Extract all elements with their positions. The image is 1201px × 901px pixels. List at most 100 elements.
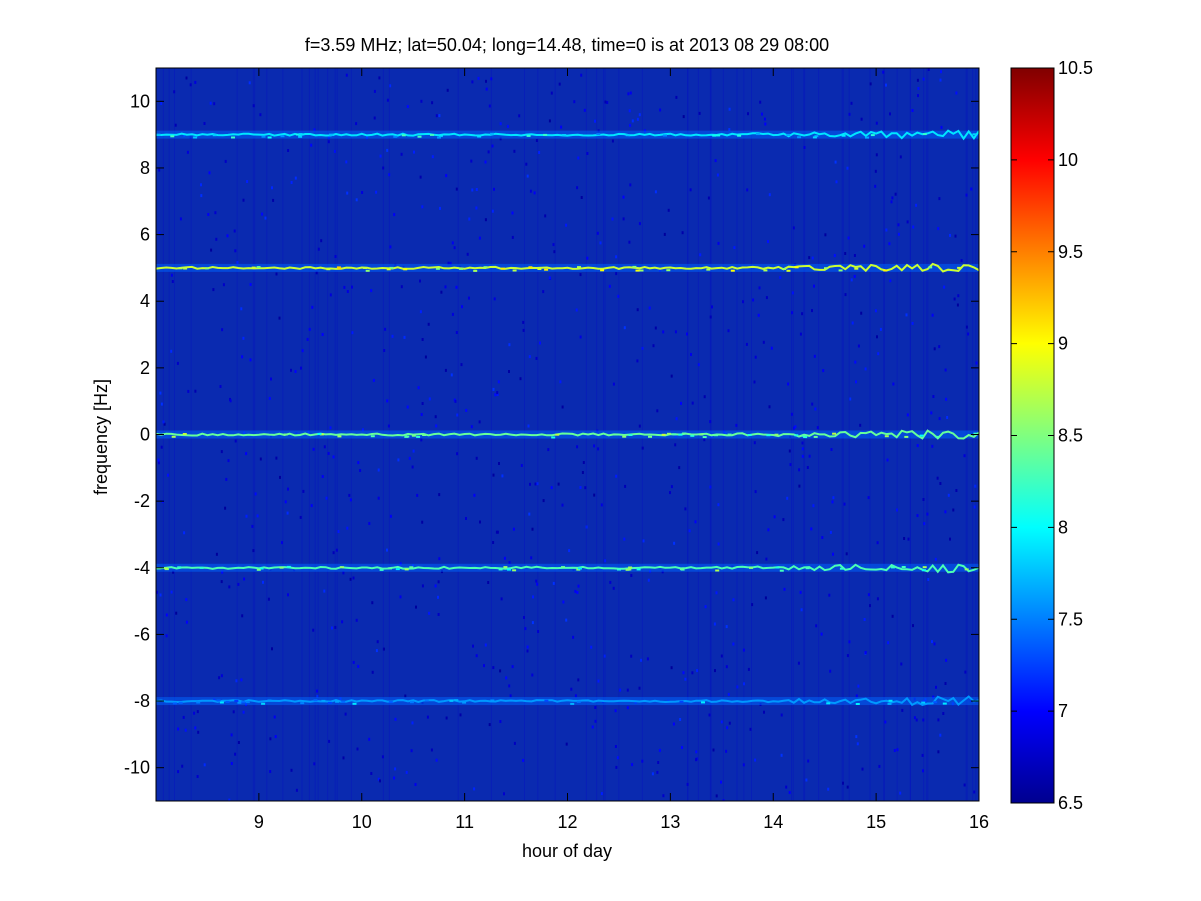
noise-speck	[475, 654, 478, 658]
noise-speck	[636, 359, 639, 363]
spectral-line-peak	[622, 435, 627, 438]
noise-speck	[382, 647, 385, 651]
noise-speck	[894, 192, 897, 196]
noise-speck	[728, 128, 731, 132]
noise-speck	[528, 355, 531, 359]
noise-speck	[903, 537, 906, 540]
noise-speck	[431, 101, 434, 105]
noise-speck	[806, 466, 809, 469]
noise-speck	[399, 595, 402, 599]
noise-speck	[269, 770, 272, 773]
noise-speck	[912, 624, 914, 628]
noise-speck	[954, 234, 957, 238]
spectral-line-peak	[794, 434, 799, 437]
noise-speck	[419, 310, 422, 314]
noise-speck	[233, 229, 236, 233]
noise-speck	[956, 303, 959, 307]
noise-speck	[415, 605, 417, 609]
noise-speck	[411, 465, 414, 469]
noise-speck	[228, 585, 231, 589]
noise-speck	[638, 424, 641, 428]
noise-speck	[892, 382, 895, 386]
noise-speck	[535, 139, 538, 142]
spectral-line-peak	[507, 568, 511, 571]
spectral-line	[156, 695, 979, 707]
y-axis-label: frequency [Hz]	[91, 379, 111, 495]
noise-speck	[853, 254, 856, 257]
noise-speck	[473, 787, 476, 791]
noise-speck	[234, 249, 237, 253]
noise-speck	[484, 643, 487, 647]
noise-speck	[657, 761, 660, 764]
noise-speck	[964, 670, 967, 674]
noise-speck	[670, 666, 673, 670]
noise-speck	[337, 530, 340, 533]
noise-speck	[157, 461, 160, 465]
noise-speck	[237, 582, 240, 586]
noise-speck	[160, 445, 163, 449]
noise-speck	[352, 576, 355, 580]
noise-speck	[580, 73, 583, 77]
noise-speck	[855, 735, 858, 739]
noise-speck	[242, 198, 245, 202]
noise-speck	[647, 578, 650, 582]
noise-speck	[801, 441, 804, 445]
noise-speck	[317, 247, 320, 251]
noise-speck	[371, 601, 374, 605]
noise-speck	[160, 101, 163, 105]
spectral-line-peak	[596, 133, 601, 136]
spectral-line-peak	[854, 267, 859, 270]
noise-speck	[955, 91, 958, 95]
noise-speck	[290, 181, 293, 184]
noise-speck	[931, 640, 933, 644]
noise-speck	[623, 537, 626, 541]
noise-speck	[348, 493, 351, 497]
noise-speck	[377, 468, 380, 472]
spectral-line-peak	[737, 134, 742, 137]
noise-speck	[471, 188, 474, 192]
noise-speck	[753, 441, 756, 445]
noise-speck	[498, 462, 500, 465]
spectral-line-peak	[570, 702, 575, 705]
noise-speck	[499, 122, 502, 126]
noise-speck	[829, 530, 832, 534]
noise-speck	[508, 684, 511, 688]
spectral-line-peak	[313, 699, 318, 702]
spectral-line-peak	[164, 567, 169, 570]
noise-speck	[210, 248, 213, 252]
spectral-line-peak	[259, 567, 264, 570]
noise-speck	[264, 216, 267, 220]
noise-speck	[859, 423, 862, 427]
noise-speck	[527, 424, 530, 428]
spectral-line-peak	[922, 566, 927, 569]
noise-speck	[437, 595, 439, 599]
noise-speck	[822, 369, 825, 373]
noise-speck	[270, 377, 272, 381]
noise-speck	[735, 423, 738, 427]
noise-speck	[525, 162, 528, 166]
spectral-line-peak	[490, 132, 495, 135]
y-tick-label: 10	[130, 91, 150, 111]
noise-speck	[864, 367, 867, 371]
noise-speck	[382, 166, 385, 170]
noise-speck	[667, 208, 670, 212]
noise-speck	[177, 770, 180, 774]
noise-speck	[203, 122, 206, 125]
spectral-line-peak	[336, 266, 341, 269]
spectral-line-peak	[679, 700, 684, 703]
noise-speck	[212, 288, 215, 292]
spectral-line-peak	[964, 568, 969, 571]
noise-speck	[867, 593, 870, 597]
noise-speck	[197, 730, 200, 734]
spectral-line-peak	[824, 267, 828, 270]
spectral-line-peak	[298, 133, 303, 136]
noise-speck	[393, 213, 396, 217]
noise-speck	[863, 244, 866, 248]
noise-speck	[845, 552, 848, 556]
noise-speck	[762, 340, 765, 344]
noise-speck	[215, 552, 218, 556]
noise-speck	[542, 290, 545, 294]
colorbar-axis: 10.5 10 9.5 9 8.5 8 7.5 7 6.5	[1011, 58, 1093, 813]
noise-speck	[538, 151, 541, 154]
noise-speck	[583, 108, 586, 112]
